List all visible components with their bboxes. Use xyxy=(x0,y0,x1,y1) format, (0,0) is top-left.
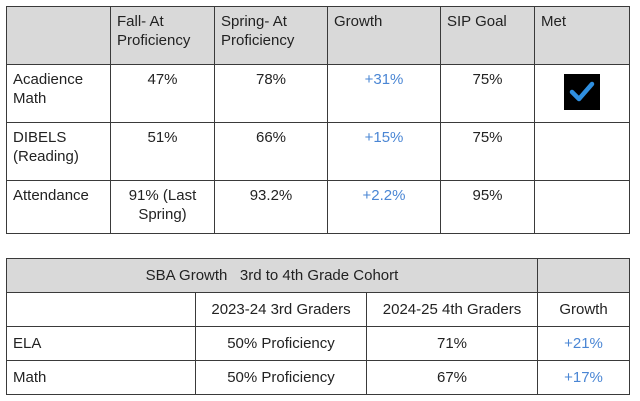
row-label: Math xyxy=(6,360,196,395)
spring-value: 66% xyxy=(214,122,328,181)
header-empty xyxy=(6,6,111,65)
sip-goal-value: 75% xyxy=(440,64,535,123)
row-label: ELA xyxy=(6,326,196,361)
spring-value: 78% xyxy=(214,64,328,123)
table-row: DIBELS (Reading) 51% 66% +15% 75% xyxy=(6,122,630,181)
table-row: Math 50% Proficiency 67% +17% xyxy=(6,360,630,395)
header-grade3: 2023-24 3rd Graders xyxy=(195,292,367,327)
sba-growth-table: SBA Growth 3rd to 4th Grade Cohort 2023-… xyxy=(6,258,630,395)
table-row: Acadience Math 47% 78% +31% 75% xyxy=(6,64,630,123)
header-growth: Growth xyxy=(537,292,630,327)
growth-value: +2.2% xyxy=(327,180,441,234)
row-label: Acadience Math xyxy=(6,64,111,123)
sip-goal-value: 75% xyxy=(440,122,535,181)
header-fall: Fall- At Proficiency xyxy=(110,6,215,65)
row-label: DIBELS (Reading) xyxy=(6,122,111,181)
grade4-value: 67% xyxy=(366,360,538,395)
fall-value: 51% xyxy=(110,122,215,181)
sba-title: SBA Growth 3rd to 4th Grade Cohort xyxy=(6,258,538,293)
growth-value: +17% xyxy=(537,360,630,395)
growth-value: +31% xyxy=(327,64,441,123)
met-cell xyxy=(534,122,630,181)
growth-value: +21% xyxy=(537,326,630,361)
fall-value: 91% (Last Spring) xyxy=(110,180,215,234)
header-met: Met xyxy=(534,6,630,65)
header-spring: Spring- At Proficiency xyxy=(214,6,328,65)
header-empty xyxy=(6,292,196,327)
header-grade4: 2024-25 4th Graders xyxy=(366,292,538,327)
table-header-row: 2023-24 3rd Graders 2024-25 4th Graders … xyxy=(6,292,630,327)
fall-value: 47% xyxy=(110,64,215,123)
checkmark-icon xyxy=(564,74,600,110)
table-title-row: SBA Growth 3rd to 4th Grade Cohort xyxy=(6,258,630,293)
table-row: ELA 50% Proficiency 71% +21% xyxy=(6,326,630,361)
proficiency-table: Fall- At Proficiency Spring- At Proficie… xyxy=(6,6,630,234)
table-header-row: Fall- At Proficiency Spring- At Proficie… xyxy=(6,6,630,65)
header-sip-goal: SIP Goal xyxy=(440,6,535,65)
header-growth: Growth xyxy=(327,6,441,65)
grade3-value: 50% Proficiency xyxy=(195,326,367,361)
spring-value: 93.2% xyxy=(214,180,328,234)
met-cell xyxy=(534,64,630,123)
grade4-value: 71% xyxy=(366,326,538,361)
sip-goal-value: 95% xyxy=(440,180,535,234)
table-row: Attendance 91% (Last Spring) 93.2% +2.2%… xyxy=(6,180,630,234)
title-empty-cell xyxy=(537,258,630,293)
growth-value: +15% xyxy=(327,122,441,181)
met-cell xyxy=(534,180,630,234)
grade3-value: 50% Proficiency xyxy=(195,360,367,395)
row-label: Attendance xyxy=(6,180,111,234)
